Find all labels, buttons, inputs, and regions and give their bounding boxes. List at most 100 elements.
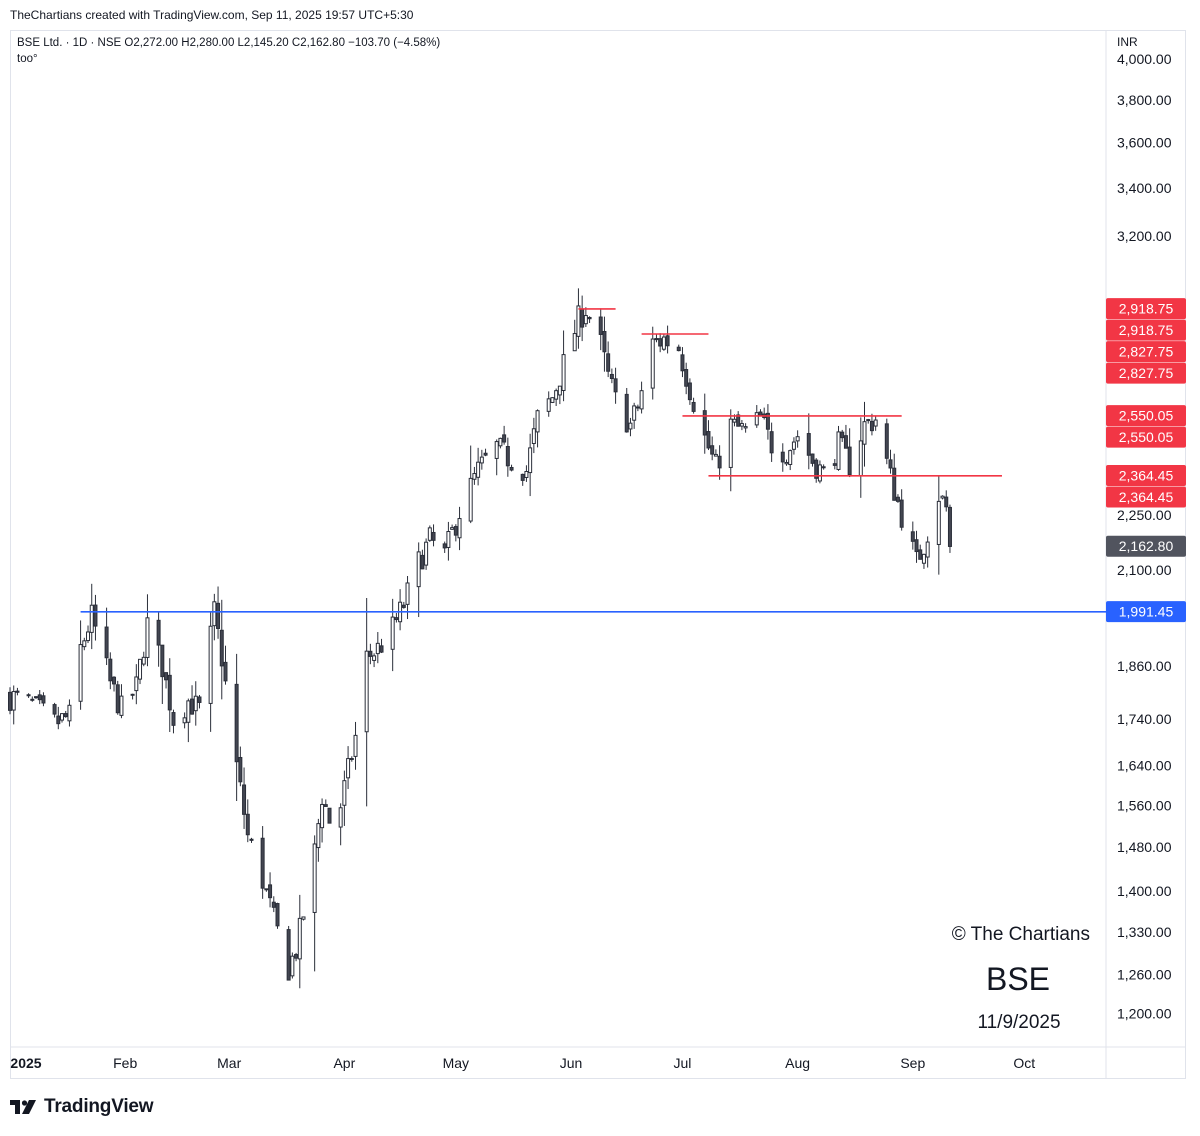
candle-body — [505, 446, 510, 467]
price-tick-label: 2,250.00 — [1117, 507, 1172, 523]
time-tick-label: Jun — [560, 1055, 583, 1071]
price-tick-label: 2,100.00 — [1117, 562, 1172, 578]
tradingview-logo-icon — [10, 1100, 36, 1114]
candle-body — [349, 758, 354, 761]
candle-body — [788, 450, 793, 465]
candle-body — [739, 423, 744, 427]
price-badge-label: 2,550.05 — [1119, 429, 1174, 445]
candle-body — [832, 463, 837, 466]
candle-body — [379, 645, 384, 653]
candle-body — [498, 437, 503, 447]
candle-body — [628, 422, 633, 430]
candle-body — [817, 464, 822, 482]
candle-body — [472, 473, 477, 480]
price-tick-label: 1,330.00 — [1117, 924, 1172, 940]
price-badge-label: 2,364.45 — [1119, 468, 1174, 484]
candle-body — [219, 629, 224, 667]
candle-body — [702, 410, 707, 436]
candle-body — [138, 658, 143, 680]
candle-body — [134, 676, 139, 692]
price-badge — [1106, 405, 1186, 427]
price-tick-label: 1,480.00 — [1117, 839, 1172, 855]
price-badge — [1106, 341, 1186, 363]
tradingview-logo-text: TradingView — [44, 1096, 154, 1117]
candle-body — [609, 373, 614, 380]
candle-body — [30, 698, 35, 701]
candle-body — [427, 527, 432, 541]
candle-body — [346, 758, 351, 779]
time-tick-label: Aug — [785, 1055, 810, 1071]
candle-body — [208, 625, 213, 704]
candle-body — [606, 353, 611, 372]
candle-body — [561, 354, 566, 392]
candle-body — [732, 418, 737, 423]
candle-body — [572, 333, 577, 352]
price-tick-label: 1,260.00 — [1117, 967, 1172, 983]
candle-body — [8, 691, 12, 711]
candle-body — [576, 305, 581, 337]
candle-body — [502, 434, 507, 443]
candle-body — [264, 888, 269, 891]
time-tick-label: May — [443, 1055, 469, 1071]
candle-body — [286, 929, 291, 981]
candle-body — [858, 440, 863, 477]
candle-body — [862, 421, 867, 445]
candle-body — [420, 554, 425, 570]
candle-body — [836, 431, 841, 470]
candle-body — [632, 405, 637, 421]
candle-body — [171, 712, 176, 726]
candle-body — [780, 451, 785, 463]
candle-body — [680, 354, 685, 372]
candle-body — [821, 466, 826, 469]
candle-body — [119, 695, 124, 716]
candle-body — [327, 807, 332, 824]
price-badge-label: 2,918.75 — [1119, 322, 1174, 338]
candle-body — [182, 717, 187, 724]
price-badge-label: 2,827.75 — [1119, 365, 1174, 381]
candle-body — [531, 428, 536, 445]
price-badges: 2,918.75 2,918.75 2,827.75 2,827.75 2,550.05… — [1106, 298, 1186, 623]
candle-body — [26, 694, 31, 697]
symbol-legend[interactable]: BSE Ltd. · 1D · NSE O2,272.00 H2,280.00 … — [17, 37, 440, 49]
candle-body — [754, 412, 759, 426]
candle-body — [130, 693, 135, 696]
candle-body — [665, 335, 670, 347]
candle-body — [710, 445, 715, 455]
price-badge — [1106, 535, 1186, 557]
candle-body — [446, 531, 451, 548]
candle-body — [635, 406, 640, 409]
price-axis[interactable]: 1,200.00 1,260.00 1,330.00 1,400.00 1,480.00… — [1117, 51, 1172, 1021]
time-axis[interactable]: 2025 Feb Mar Apr May Jun Jul Aug Sep Oct — [10, 1055, 1035, 1071]
indicator-label[interactable]: too° — [17, 53, 38, 65]
candle-body — [450, 527, 455, 530]
candle-body — [550, 397, 555, 403]
time-tick-label: Oct — [1013, 1055, 1035, 1071]
candle-body — [108, 658, 113, 682]
candle-body — [925, 541, 930, 558]
candle-body — [160, 644, 165, 678]
candle-body — [89, 604, 94, 633]
candle-body — [814, 459, 819, 479]
ticker-watermark: BSE — [986, 961, 1050, 997]
candle-body — [353, 734, 358, 757]
candle-body — [416, 551, 421, 588]
currency-label: INR — [1117, 35, 1138, 49]
candle-body — [717, 455, 722, 469]
candle-body — [56, 715, 61, 725]
tradingview-logo[interactable]: TradingView — [10, 1096, 154, 1118]
candle-body — [60, 713, 65, 721]
price-tick-label: 1,860.00 — [1117, 658, 1172, 674]
candle-body — [940, 495, 945, 499]
candle-body — [364, 650, 369, 733]
candle-body — [78, 644, 83, 702]
price-tick-label: 3,200.00 — [1117, 228, 1172, 244]
candle-body — [554, 390, 559, 400]
candle-body — [840, 431, 845, 439]
candle-body — [843, 435, 848, 449]
candle-body — [193, 695, 198, 712]
candle-body — [197, 696, 202, 703]
candle-body — [260, 837, 265, 889]
price-tick-label: 1,560.00 — [1117, 797, 1172, 813]
candle-body — [368, 650, 373, 657]
